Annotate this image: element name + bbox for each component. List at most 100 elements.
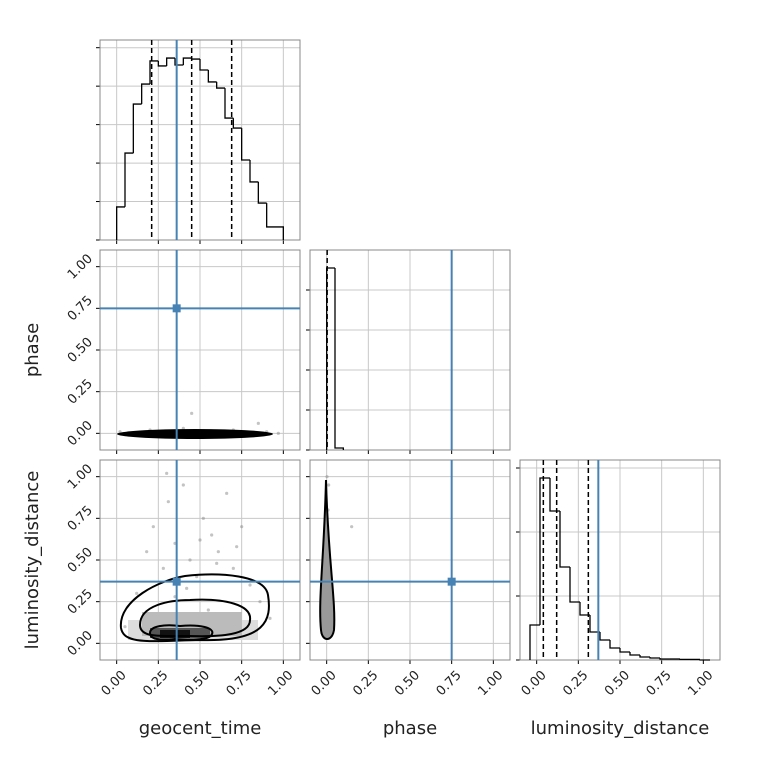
- sample-point: [190, 411, 194, 415]
- sample-point: [256, 421, 260, 425]
- panel-frame: [519, 459, 721, 661]
- x-tick-label: 1.00: [265, 668, 296, 699]
- histogram-bar: [609, 640, 620, 649]
- histogram-bar: [579, 602, 590, 616]
- x-tick-label: 1.00: [685, 668, 716, 699]
- sample-point: [276, 431, 280, 435]
- panel-frame: [99, 249, 301, 451]
- histogram-bar: [629, 652, 640, 656]
- histogram-bar: [569, 567, 580, 603]
- sample-point: [123, 625, 127, 629]
- x-tick-label: 0.75: [224, 668, 255, 699]
- y-tick-label: 0.50: [65, 545, 96, 576]
- contour: [148, 624, 214, 641]
- histogram-bar: [216, 81, 225, 89]
- sample-point: [258, 600, 262, 604]
- x-tick-label: 0.75: [644, 668, 675, 699]
- sample-point: [201, 516, 205, 520]
- histogram-bar: [639, 655, 650, 658]
- histogram-bar: [589, 615, 600, 633]
- y-tick-label: 0.00: [65, 628, 96, 659]
- histogram-bar: [249, 160, 259, 183]
- x-tick-label: 0.00: [99, 668, 130, 699]
- sample-point: [206, 608, 210, 612]
- x-axis-label: phase: [383, 718, 437, 739]
- sample-point: [181, 483, 185, 487]
- sample-point: [151, 525, 155, 529]
- histogram-bar: [539, 477, 550, 625]
- x-axis-label: geocent_time: [139, 718, 262, 739]
- x-tick-label: 0.25: [350, 668, 381, 699]
- density-contours: [117, 429, 336, 643]
- contour: [138, 598, 252, 638]
- x-tick-label: 0.25: [140, 668, 171, 699]
- density-cell: [160, 630, 190, 638]
- x-tick-label: 0.75: [434, 668, 465, 699]
- histogram-bar: [174, 58, 184, 66]
- histogram-bar: [649, 657, 660, 659]
- truth-marker: [447, 577, 456, 586]
- histogram-bar: [191, 58, 200, 60]
- y-tick-label: 0.25: [65, 376, 96, 407]
- histogram-bar: [529, 624, 540, 660]
- histogram-bar: [124, 152, 134, 207]
- sample-point: [161, 566, 165, 570]
- histogram-bar: [199, 59, 209, 71]
- histogram-bar: [157, 60, 167, 67]
- panel-frame: [99, 39, 301, 241]
- sample-point: [268, 616, 272, 620]
- panel-frame: [309, 459, 511, 661]
- y-tick-label: 1.00: [65, 251, 96, 282]
- sample-point: [235, 545, 239, 549]
- sample-point: [248, 583, 252, 587]
- sample-point: [135, 591, 139, 595]
- sample-point: [198, 538, 202, 542]
- histogram-bar: [266, 203, 275, 228]
- y-tick-label: 0.25: [65, 586, 96, 617]
- histogram-bar: [182, 57, 192, 65]
- sample-point: [350, 525, 354, 529]
- x-tick-label: 0.50: [602, 668, 633, 699]
- panel-frame: [99, 459, 301, 661]
- histogram-bar: [224, 88, 234, 119]
- sample-point: [327, 483, 331, 487]
- sample-point: [165, 471, 169, 475]
- histogram-bar: [149, 60, 159, 85]
- histogram-bar: [549, 478, 560, 512]
- y-tick-label: 0.75: [65, 503, 96, 534]
- x-axis-label: luminosity_distance: [531, 718, 710, 739]
- histogram-bar: [141, 83, 150, 105]
- x-tick-label: 1.00: [475, 668, 506, 699]
- x-tick-label: 0.50: [392, 668, 423, 699]
- histogram-bar: [207, 70, 217, 83]
- histogram-bar: [116, 206, 125, 240]
- sample-point: [185, 586, 189, 590]
- x-tick-label: 0.50: [182, 668, 213, 699]
- x-tick-label: 0.00: [519, 668, 550, 699]
- y-tick-label: 0.00: [65, 418, 96, 449]
- sample-point: [215, 561, 219, 565]
- histogram-bar: [257, 181, 267, 204]
- histogram-bar: [241, 128, 250, 161]
- histogram-bar: [599, 632, 610, 641]
- histogram-bar: [166, 57, 175, 66]
- sample-point: [216, 550, 220, 554]
- histogram-bar: [232, 118, 242, 129]
- sample-point: [188, 558, 192, 562]
- y-tick-label: 0.75: [65, 293, 96, 324]
- truth-marker: [172, 577, 181, 586]
- contour: [117, 429, 273, 439]
- histogram-bar: [699, 659, 710, 661]
- sample-point: [145, 550, 149, 554]
- sample-point: [240, 525, 244, 529]
- histogram-bar: [334, 268, 344, 450]
- histogram-bar: [132, 103, 142, 154]
- y-tick-label: 0.50: [65, 335, 96, 366]
- y-tick-label: 1.00: [65, 461, 96, 492]
- x-tick-label: 0.25: [560, 668, 591, 699]
- truth-marker: [172, 304, 181, 313]
- panel-frame: [309, 249, 511, 451]
- histogram-bar: [619, 648, 630, 653]
- sample-point: [210, 533, 214, 537]
